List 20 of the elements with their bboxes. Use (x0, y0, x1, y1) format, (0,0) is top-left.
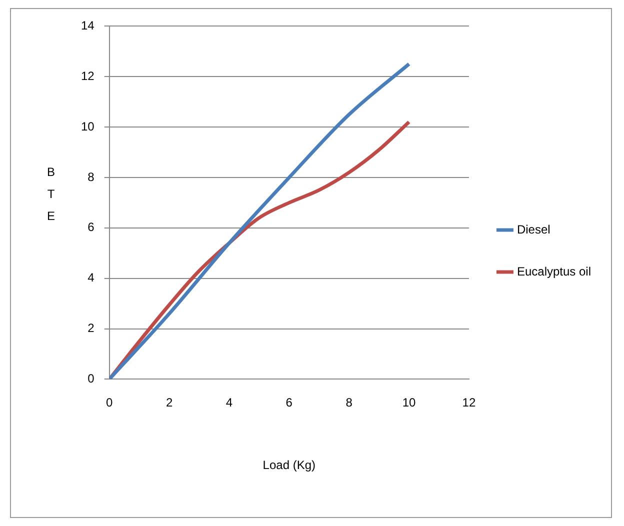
x-tick-label: 0 (106, 396, 114, 410)
x-tick-label: 4 (226, 396, 233, 410)
y-axis-title: BTE (46, 165, 56, 224)
x-tick-label: 10 (402, 396, 416, 410)
line-series (109, 62, 411, 380)
y-tick-label: 6 (88, 220, 95, 234)
legend-label: Eucalyptus oil (516, 264, 592, 278)
legend-label: Diesel (516, 222, 550, 236)
y-tick-label: 0 (88, 372, 95, 386)
x-tick-label: 2 (166, 396, 173, 410)
x-axis-title: Load (Kg) (262, 458, 316, 472)
x-tick-label: 8 (346, 396, 353, 410)
y-tick-label: 2 (88, 321, 95, 336)
y-tick-label: 8 (88, 170, 95, 184)
y-tick-label: 10 (80, 119, 95, 134)
y-tick-label: 12 (80, 68, 95, 83)
x-tick-label: 12 (462, 396, 476, 410)
y-tick-label: 14 (80, 18, 95, 33)
x-tick-label: 6 (286, 396, 293, 410)
y-tick-label: 4 (88, 270, 95, 285)
